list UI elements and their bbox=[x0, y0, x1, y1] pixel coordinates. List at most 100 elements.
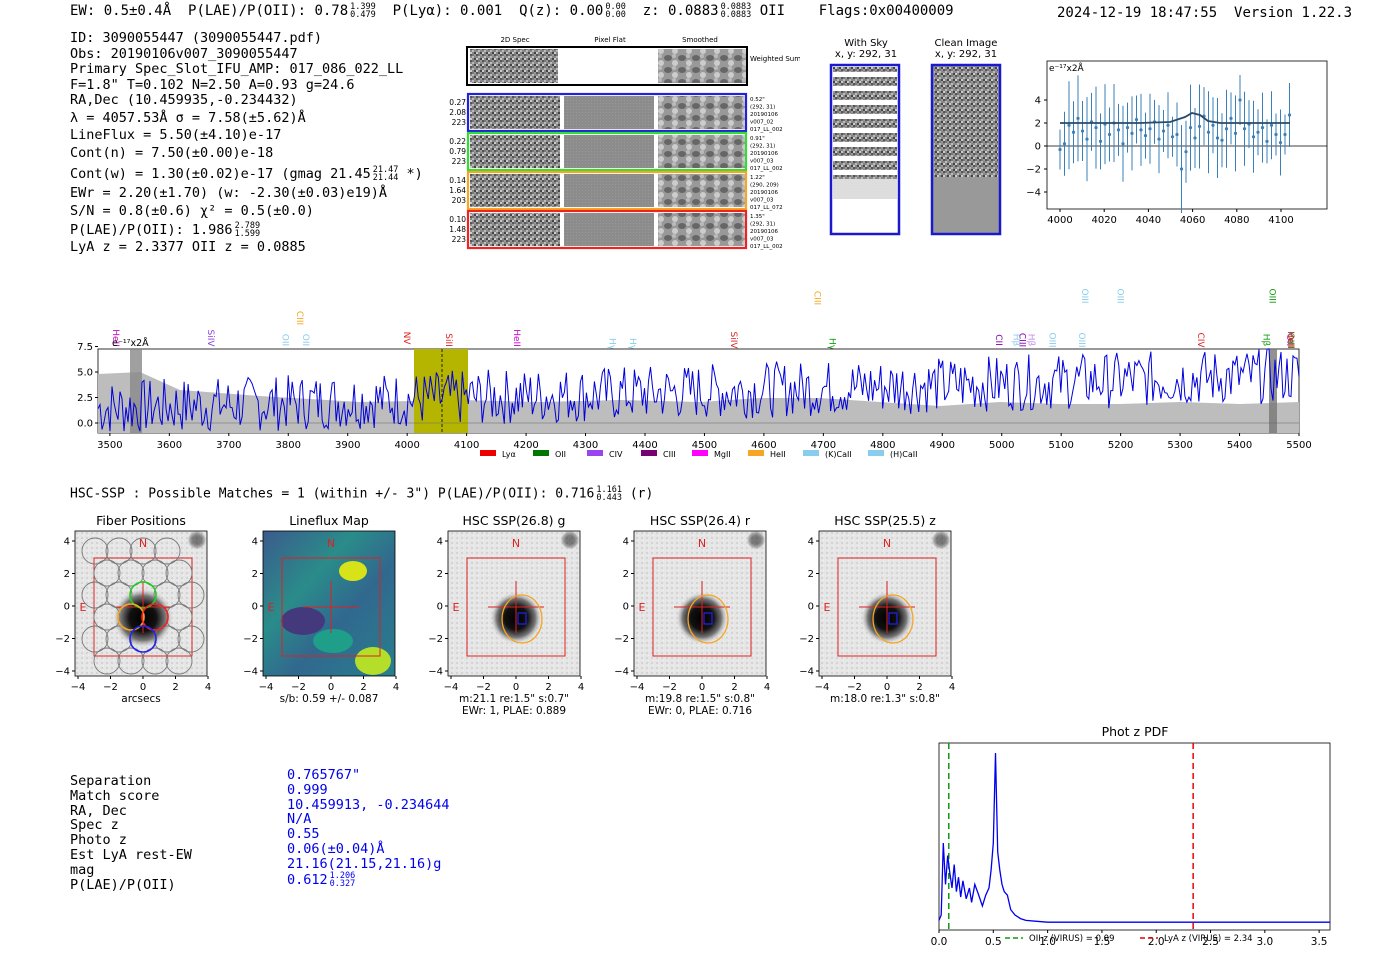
cutout-row-stat: 1.48 bbox=[449, 225, 466, 234]
lf-point bbox=[1116, 128, 1121, 132]
north-label: N bbox=[139, 537, 147, 550]
match-label: Separation bbox=[70, 773, 152, 789]
legend-label: Lyα bbox=[502, 450, 516, 459]
lf-point bbox=[1274, 132, 1278, 137]
east-label: E bbox=[453, 601, 460, 614]
fiber-circle bbox=[153, 625, 181, 653]
cutout-row-stat: 2.08 bbox=[449, 108, 466, 117]
lf-point bbox=[1229, 116, 1233, 120]
cutout-row-meta: 017_LL_072 bbox=[750, 205, 783, 211]
fiber-circle bbox=[165, 603, 193, 631]
spectrum-ytick-label: 2.5 bbox=[77, 393, 93, 404]
header-plae: P(LAE)/P(OII): 0.78 bbox=[188, 3, 349, 19]
match-plae-lo: 0.327 bbox=[329, 878, 356, 889]
with-sky-sub: x, y: 292, 31 bbox=[834, 49, 898, 60]
fiber-orange bbox=[117, 603, 145, 631]
panel-xtick-label: −4 bbox=[815, 682, 830, 693]
hsc-summary: HSC-SSP : Possible Matches = 1 (within +… bbox=[70, 486, 653, 503]
fiber-circle bbox=[93, 603, 121, 631]
lf-point bbox=[1170, 135, 1175, 139]
panel-xtick-label: −2 bbox=[662, 682, 677, 693]
cutout-row-meta: 1.35" bbox=[750, 214, 765, 220]
cutout-smoothed bbox=[658, 213, 745, 246]
match-label: P(LAE)/P(OII) bbox=[70, 876, 176, 893]
cutout-row-meta: (292, 31) bbox=[750, 105, 775, 111]
fiber-circle bbox=[105, 537, 133, 565]
east-label: E bbox=[639, 601, 646, 614]
lf-xtick-label: 4000 bbox=[1047, 215, 1072, 226]
match-value-text: 10.459913, -0.234644 bbox=[287, 796, 450, 813]
lf-point bbox=[1157, 137, 1161, 141]
source-marker bbox=[888, 612, 898, 625]
spectrum-xtick-label: 4100 bbox=[454, 440, 479, 451]
source-aperture bbox=[872, 594, 914, 644]
photz-pdf-chart: Phot z PDF 0.0 0.5 1.0 1.5 2.0 2.5 3.0 3.5 OII … bbox=[931, 724, 1331, 947]
hsc-summary-text: HSC-SSP : Possible Matches = 1 (within +… bbox=[70, 486, 595, 502]
panel-xtick-label: −2 bbox=[847, 682, 862, 693]
lf-point bbox=[1121, 142, 1125, 146]
panel-xtick-label: −4 bbox=[259, 682, 274, 693]
spectrum-line-marker: Hγ bbox=[826, 338, 836, 351]
lf-xtick-label: 4100 bbox=[1268, 215, 1293, 226]
spectrum-xtick-label: 4900 bbox=[930, 440, 955, 451]
header-z: z: 0.0883 bbox=[642, 3, 719, 19]
panel-ytick-label: −2 bbox=[614, 634, 629, 645]
panel-ytick-label: −4 bbox=[614, 667, 629, 678]
lf-xtick-label: 4020 bbox=[1091, 215, 1116, 226]
panel-xtick-label: 2 bbox=[731, 682, 737, 693]
match-value-text: N/A bbox=[287, 811, 312, 828]
fiber-circle bbox=[165, 559, 193, 587]
panel-xtick-label: 4 bbox=[764, 682, 770, 693]
cutout-2d-spec bbox=[470, 96, 560, 129]
with-sky-image bbox=[829, 63, 901, 236]
header-ew: EW: 0.5±0.4Å bbox=[70, 3, 172, 19]
legend-swatch bbox=[533, 450, 549, 456]
spectrum-xtick-label: 4500 bbox=[692, 440, 717, 451]
neighbor-blob bbox=[187, 530, 207, 550]
lf-point bbox=[1148, 127, 1152, 131]
match-value-text: 21.16(21.15,21.16)g bbox=[287, 855, 442, 872]
legend-swatch bbox=[480, 450, 496, 456]
panel-ytick-label: −2 bbox=[55, 634, 70, 645]
fiber-circle bbox=[105, 581, 133, 609]
info-lambda: λ = 4057.53Å σ = 7.58(±5.62)Å bbox=[70, 109, 306, 126]
panel-xtick-label: −4 bbox=[630, 682, 645, 693]
match-value: 0.765767" bbox=[287, 768, 450, 783]
lf-point bbox=[1098, 139, 1103, 143]
photz-xtick-label: 0.0 bbox=[931, 936, 948, 947]
image-panel: Fiber Positions N E −4 4 −2 2 0 0 2 −2 4 −4 arcsecs bbox=[55, 513, 211, 705]
spectrum-line-marker: CIV bbox=[1195, 332, 1205, 348]
spectrum-line-marker: SiII bbox=[443, 333, 453, 347]
panel-xtick-label: −2 bbox=[476, 682, 491, 693]
line-fit-unit: e⁻¹⁷x2Å bbox=[1049, 62, 1085, 74]
image-panel: Lineflux Map N E −4 4 −2 2 0 0 2 −2 4 −4 s/b: 0.59 +/… bbox=[243, 513, 399, 705]
lf-point bbox=[1179, 167, 1184, 171]
panel-ytick-label: 2 bbox=[808, 569, 814, 580]
spectrum-unit: e⁻¹⁷x2Å bbox=[112, 337, 149, 349]
panel-caption: m:19.8 re:1.5" s:0.8" bbox=[645, 693, 755, 705]
match-values: 0.765767" 0.999 10.459913, -0.234644 N/A 0.5… bbox=[287, 768, 450, 888]
lf-point bbox=[1224, 127, 1229, 131]
panel-axes bbox=[262, 530, 396, 677]
spectrum-line-marker: Hγ bbox=[627, 338, 637, 351]
fiber-circle bbox=[153, 537, 181, 565]
north-label: N bbox=[883, 537, 891, 550]
lf-ytick-label: 0 bbox=[1035, 142, 1041, 153]
panel-caption: m:18.0 re:1.3" s:0.8" bbox=[830, 693, 940, 705]
col-header-2d: 2D Spec bbox=[500, 36, 529, 44]
spectrum-xtick-label: 3800 bbox=[276, 440, 301, 451]
match-value: 0.06(±0.04)Å bbox=[287, 842, 450, 857]
spectrum-line-marker: OIII bbox=[1079, 288, 1089, 303]
panel-caption: arcsecs bbox=[121, 693, 160, 705]
info-plae: P(LAE)/P(OII): 1.986 2.789 1.599 bbox=[70, 221, 423, 239]
info-radec: RA,Dec (10.459935,-0.234432) bbox=[70, 92, 298, 108]
cutout-smoothed bbox=[658, 174, 745, 207]
lf-point bbox=[1134, 117, 1139, 122]
match-plae-hi: 1.206 bbox=[329, 870, 356, 881]
panel-xtick-label: 2 bbox=[172, 682, 178, 693]
lf-point bbox=[1085, 137, 1089, 141]
lf-point bbox=[1238, 98, 1242, 102]
